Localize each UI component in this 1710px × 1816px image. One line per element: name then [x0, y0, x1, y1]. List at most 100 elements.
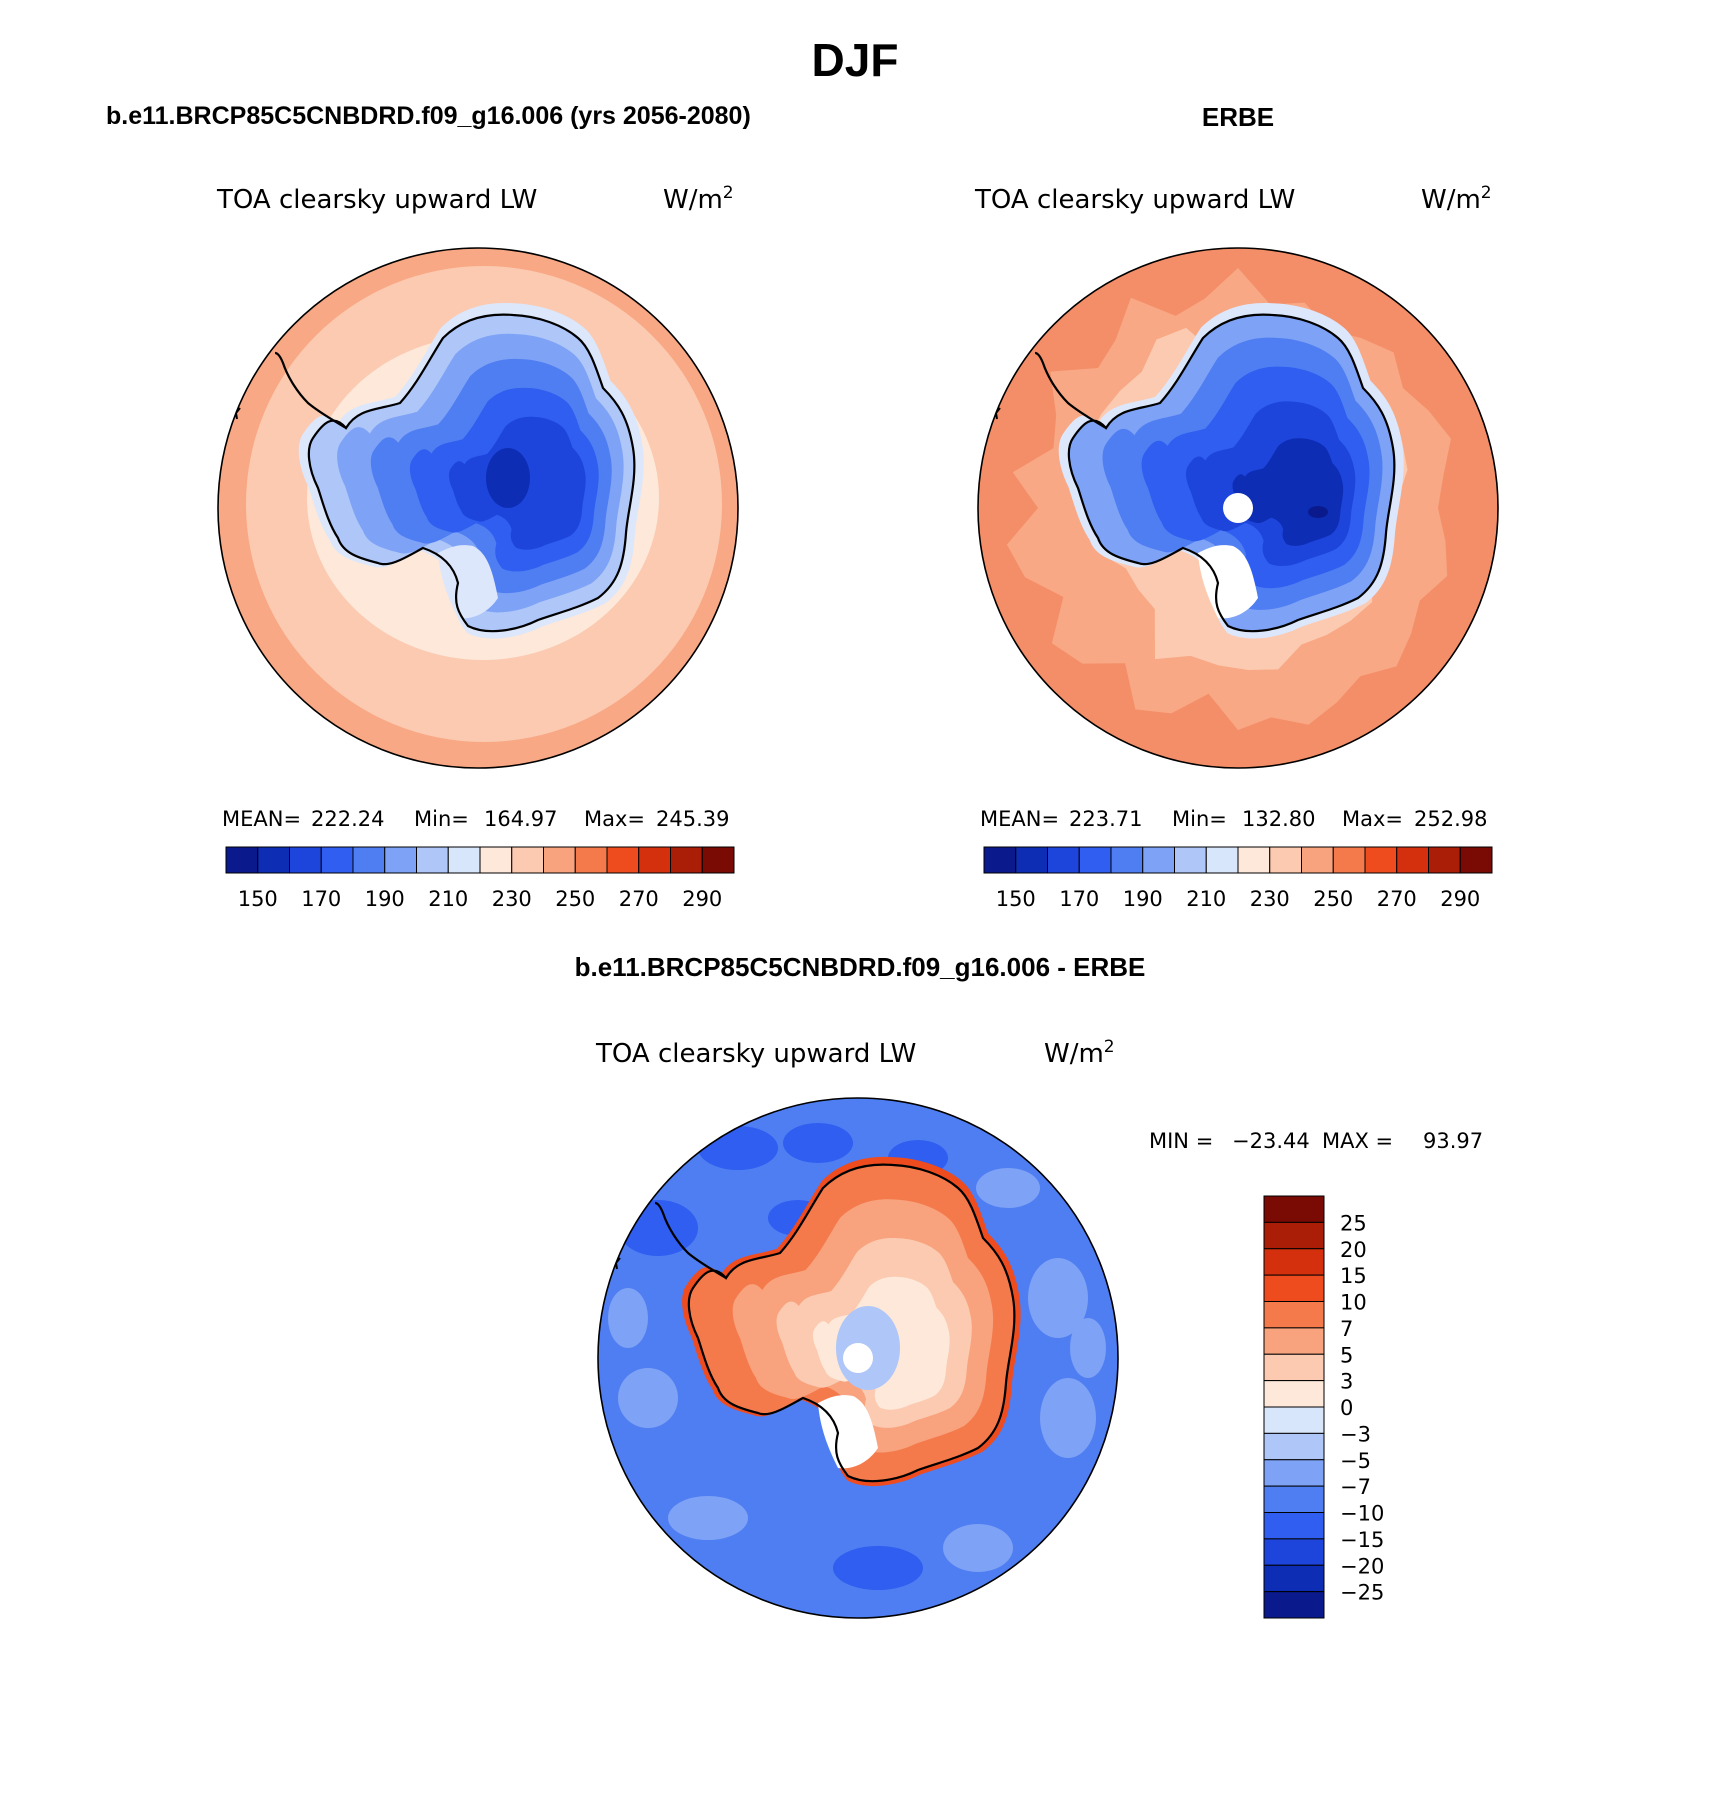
- contour-band: [833, 1546, 923, 1590]
- colorbar-swatch: [447, 846, 481, 874]
- map-units: W/m2: [663, 183, 734, 215]
- colorbar-swatch: [701, 846, 735, 874]
- min-value: −23.44: [1232, 1129, 1310, 1153]
- colorbar: 150 170 190 210 230 250 270 290: [225, 846, 735, 911]
- min-label: Min=: [414, 807, 469, 831]
- pole-hole: [843, 1343, 873, 1373]
- contour-band: [783, 1123, 853, 1163]
- stats-line: MIN = −23.44 MAX = 93.97: [1149, 1129, 1483, 1153]
- coastline: [307, 313, 636, 633]
- contour-band: [1232, 438, 1344, 546]
- colorbar-swatch: [511, 846, 544, 874]
- panel-header: b.e11.BRCP85C5CNBDRD.f09_g16.006 (yrs 20…: [106, 102, 751, 130]
- max-value: 252.98: [1414, 807, 1487, 831]
- colorbar-swatch: [1428, 846, 1461, 874]
- min-label: Min=: [1172, 807, 1227, 831]
- coastline: [288, 307, 294, 325]
- max-label: Max=: [1342, 807, 1403, 831]
- colorbar-tick-label: −10: [1340, 1502, 1384, 1526]
- colorbar-swatch: [1263, 1353, 1325, 1382]
- max-value: 93.97: [1423, 1129, 1483, 1153]
- colorbar-swatch: [1263, 1538, 1325, 1566]
- colorbar-swatch: [983, 846, 1017, 874]
- colorbar-swatch: [1015, 846, 1048, 874]
- colorbar-tick-label: −15: [1340, 1528, 1384, 1552]
- colorbar-tick-label: −5: [1340, 1449, 1371, 1473]
- stats-line: MEAN= 223.71 Min= 132.80 Max= 252.98: [980, 807, 1487, 831]
- colorbar-tick-label: 230: [1250, 887, 1290, 911]
- colorbar-swatch: [1332, 846, 1366, 874]
- colorbar-tick-label: −3: [1340, 1422, 1371, 1446]
- colorbar-tick-label: 150: [996, 887, 1036, 911]
- panel-header: b.e11.BRCP85C5CNBDRD.f09_g16.006 - ERBE: [575, 952, 1146, 982]
- colorbar-swatch: [1237, 846, 1271, 874]
- colorbar-swatch: [1263, 1195, 1325, 1223]
- coastline: [1048, 307, 1054, 325]
- contour-band: [486, 448, 530, 508]
- colorbar-tick-label: 15: [1340, 1264, 1367, 1288]
- colorbar-swatch: [543, 846, 576, 874]
- panel-header: ERBE: [1202, 102, 1274, 132]
- polar-map: [217, 247, 739, 769]
- missing-data: [1198, 545, 1258, 619]
- colorbar-swatch: [352, 846, 386, 874]
- colorbar-swatch: [1263, 1221, 1325, 1250]
- colorbar-swatch: [289, 846, 322, 874]
- page-title: DJF: [812, 34, 899, 86]
- map-units: W/m2: [1044, 1037, 1115, 1069]
- contour-band: [1070, 1318, 1106, 1378]
- ross-ice-shelf: [438, 545, 498, 619]
- map-title: TOA clearsky upward LW: [216, 185, 537, 215]
- map-boundary: [977, 247, 1499, 769]
- colorbar-swatch: [1263, 1564, 1325, 1593]
- colorbar-swatch: [638, 846, 671, 874]
- colorbar-swatch: [1263, 1274, 1325, 1302]
- colorbar-tick-label: 150: [238, 887, 278, 911]
- colorbar-tick-label: 290: [682, 887, 722, 911]
- colorbar-swatch: [1047, 846, 1080, 874]
- colorbar-swatch: [1263, 1591, 1325, 1619]
- panel-observations: ERBE TOA clearsky upward LW W/m2 MEAN= 2…: [974, 102, 1499, 911]
- map-boundary: [217, 247, 739, 769]
- colorbar-swatch: [1459, 846, 1493, 874]
- coastline: [274, 351, 347, 429]
- colorbar-swatch: [1110, 846, 1144, 874]
- max-value: 245.39: [656, 807, 729, 831]
- colorbar-swatch: [1263, 1512, 1325, 1540]
- colorbar-tick-label: 290: [1440, 887, 1480, 911]
- colorbar-tick-label: 7: [1340, 1317, 1353, 1341]
- mean-label: MEAN=: [980, 807, 1059, 831]
- panel-model: b.e11.BRCP85C5CNBDRD.f09_g16.006 (yrs 20…: [106, 102, 751, 911]
- colorbar-tick-label: 170: [1059, 887, 1099, 911]
- colorbar-swatch: [1174, 846, 1207, 874]
- colorbar-swatch: [1078, 846, 1112, 874]
- contour-band: [618, 1200, 698, 1256]
- colorbar-tick-label: 3: [1340, 1370, 1353, 1394]
- colorbar-swatch: [1396, 846, 1429, 874]
- coastline: [687, 1163, 1016, 1483]
- contour-band: [618, 1368, 678, 1428]
- panel-difference: b.e11.BRCP85C5CNBDRD.f09_g16.006 - ERBE …: [575, 952, 1483, 1619]
- colorbar-tick-label: 190: [1123, 887, 1163, 911]
- contour-band: [608, 1288, 648, 1348]
- coastline: [654, 1201, 727, 1279]
- contour-band: [1308, 506, 1328, 518]
- colorbar-swatch: [1263, 1432, 1325, 1461]
- stats-line: MEAN= 222.24 Min= 164.97 Max= 245.39: [222, 807, 729, 831]
- colorbar-tick-label: 25: [1340, 1211, 1367, 1235]
- colorbar-tick-label: 20: [1340, 1238, 1367, 1262]
- colorbar-tick-label: 10: [1340, 1291, 1367, 1315]
- colorbar-swatch: [416, 846, 449, 874]
- mean-value: 223.71: [1069, 807, 1142, 831]
- colorbar-swatch: [225, 846, 259, 874]
- colorbar-tick-label: 270: [619, 887, 659, 911]
- min-value: 164.97: [484, 807, 557, 831]
- colorbar-tick-label: 170: [301, 887, 341, 911]
- colorbar-swatch: [1263, 1248, 1325, 1276]
- mean-label: MEAN=: [222, 807, 301, 831]
- colorbar-tick-label: 5: [1340, 1343, 1353, 1367]
- max-label: Max=: [584, 807, 645, 831]
- min-value: 132.80: [1242, 807, 1315, 831]
